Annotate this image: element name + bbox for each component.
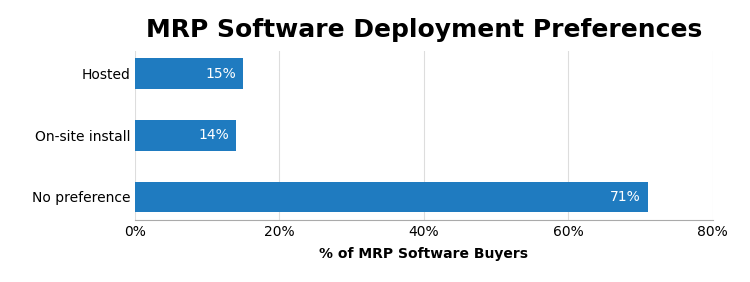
Text: 14%: 14%	[198, 128, 229, 142]
Text: 71%: 71%	[610, 190, 640, 204]
X-axis label: % of MRP Software Buyers: % of MRP Software Buyers	[320, 247, 528, 261]
Bar	[135, 58, 243, 89]
Bar	[135, 120, 236, 151]
Bar	[135, 182, 647, 212]
Title: MRP Software Deployment Preferences: MRP Software Deployment Preferences	[146, 18, 702, 42]
Text: 15%: 15%	[206, 67, 236, 81]
